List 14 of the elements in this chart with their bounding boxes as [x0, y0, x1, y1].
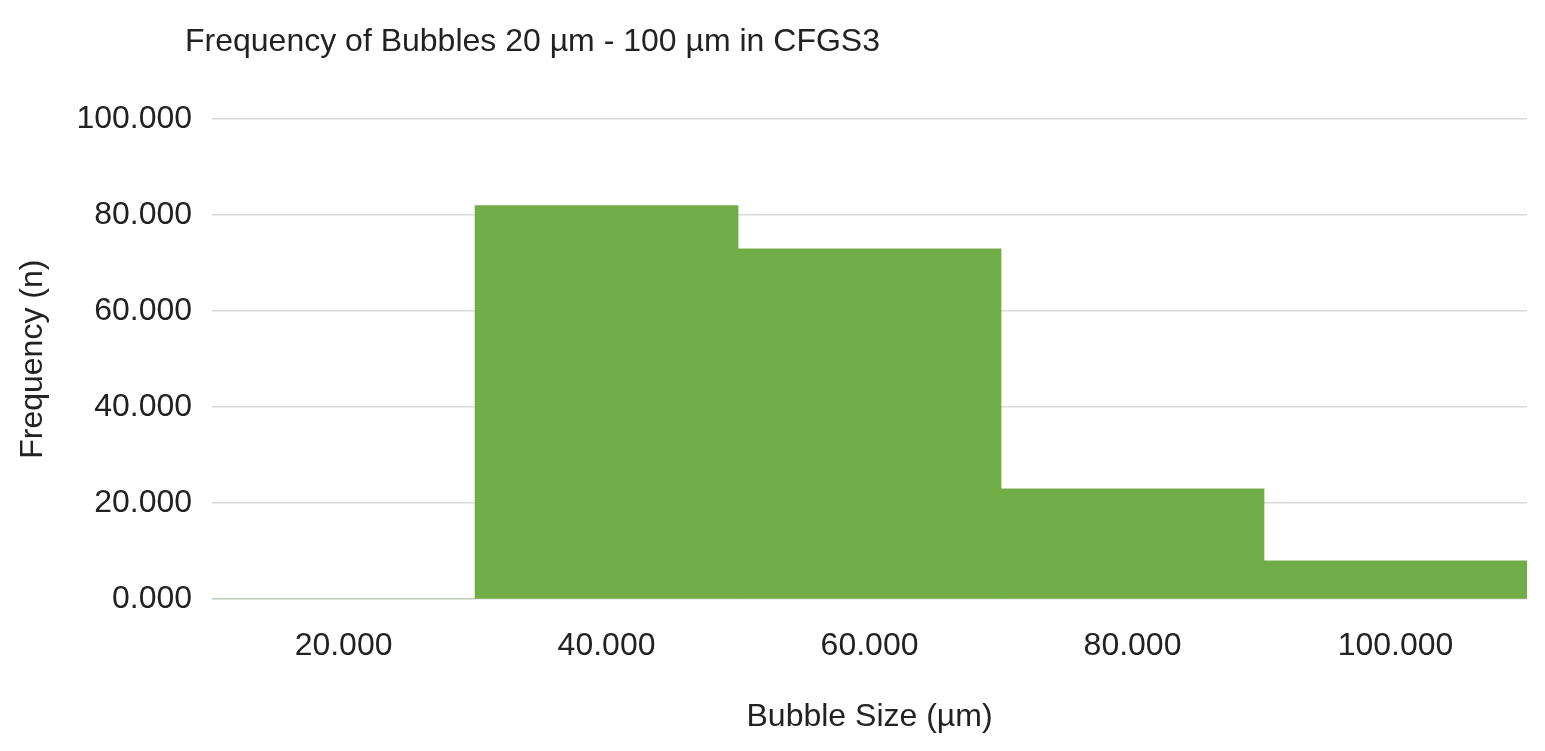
y-tick-label: 40.000	[94, 387, 193, 424]
chart-title: Frequency of Bubbles 20 µm - 100 µm in CFGS3	[185, 22, 880, 59]
y-tick-label: 100.000	[76, 99, 193, 136]
x-tick-label: 60.000	[820, 626, 919, 663]
x-tick-label: 40.000	[557, 626, 656, 663]
y-axis-title: Frequency (n)	[13, 259, 50, 459]
y-tick-label: 0.000	[111, 579, 193, 616]
x-tick-label: 80.000	[1083, 626, 1182, 663]
y-tick-label: 80.000	[94, 195, 193, 232]
x-tick-label: 100.000	[1337, 626, 1454, 663]
y-tick-label: 60.000	[94, 291, 193, 328]
y-tick-label: 20.000	[94, 483, 193, 520]
x-axis-title: Bubble Size (µm)	[746, 696, 993, 733]
x-tick-label: 20.000	[294, 626, 393, 663]
